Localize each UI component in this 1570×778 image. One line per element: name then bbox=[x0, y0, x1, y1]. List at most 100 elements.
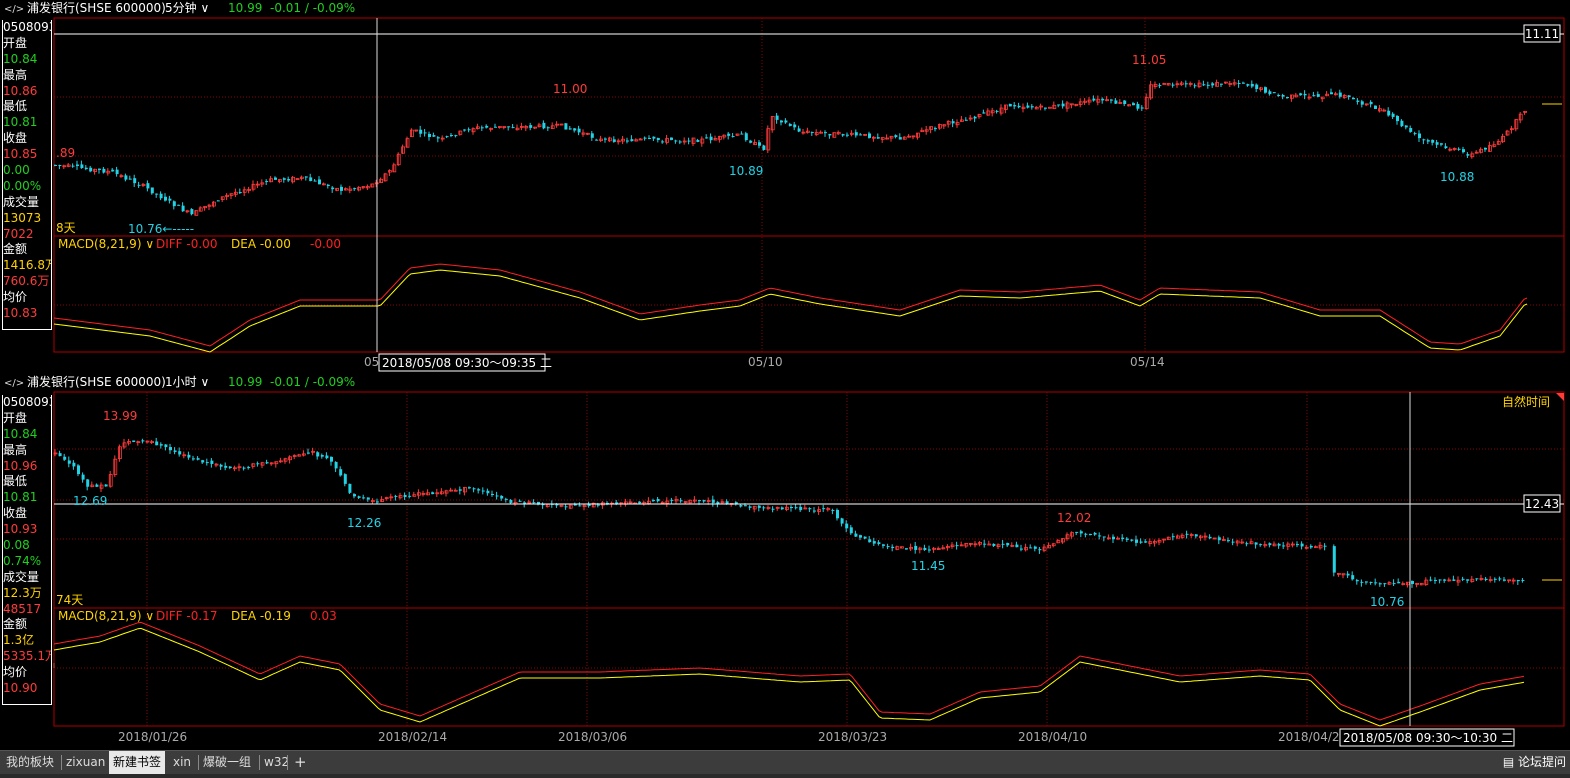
candle-body bbox=[1029, 547, 1033, 549]
bottom-chart-canvas[interactable]: 12.43 2018/01/26 2018/02/14 2018/03/06 2018/… bbox=[0, 374, 1570, 750]
candle-body bbox=[1188, 83, 1193, 85]
candle-body bbox=[1352, 97, 1355, 100]
candle-body bbox=[1166, 536, 1171, 541]
candle-body bbox=[713, 137, 718, 141]
candle-body bbox=[568, 128, 572, 130]
candle-body bbox=[550, 125, 555, 130]
candle-body bbox=[739, 505, 743, 507]
candle-body bbox=[118, 446, 122, 460]
candle-body bbox=[581, 132, 586, 135]
top-info-box: 05080930开盘10.84最高10.86最低10.81收盘10.850.00… bbox=[2, 20, 52, 330]
candle-body bbox=[790, 507, 793, 509]
candle-body bbox=[1435, 142, 1439, 145]
candle-body bbox=[1030, 106, 1034, 108]
candle-body bbox=[977, 113, 982, 118]
candle-body bbox=[1456, 579, 1461, 583]
axis-date-label: 2018/01/26 bbox=[118, 730, 187, 744]
cursor-time: 2018/05/08 09:30～10:30 二 bbox=[1343, 731, 1513, 745]
candle-body bbox=[1231, 541, 1235, 543]
candle-body bbox=[1224, 81, 1228, 84]
candle-body bbox=[587, 503, 591, 507]
candle-body bbox=[173, 450, 177, 452]
candle-body bbox=[295, 178, 300, 180]
info-value: 0.00% bbox=[3, 178, 42, 193]
candle-body bbox=[224, 465, 228, 468]
candle-body bbox=[401, 146, 406, 154]
candle-body bbox=[1171, 536, 1175, 538]
tab-my-sectors[interactable]: 我的板块 bbox=[6, 755, 55, 769]
candle-body bbox=[1338, 92, 1342, 97]
candle-body bbox=[269, 462, 274, 465]
candle-body bbox=[80, 164, 84, 169]
candle-body bbox=[1444, 146, 1448, 149]
candle-body bbox=[929, 126, 933, 130]
candle-body bbox=[1479, 148, 1483, 153]
candle-body bbox=[357, 187, 362, 191]
candle-body bbox=[1034, 106, 1039, 110]
candle-body bbox=[84, 167, 88, 170]
candle-body bbox=[247, 189, 252, 191]
candle-body bbox=[198, 207, 203, 212]
tab-w32[interactable]: w32 bbox=[264, 755, 290, 769]
candle-body bbox=[643, 137, 647, 139]
candle-body bbox=[968, 117, 973, 120]
info-value: 开盘 bbox=[3, 410, 28, 425]
top-period-dropdown[interactable]: 5分钟 ∨ bbox=[165, 0, 209, 17]
candle-body bbox=[934, 128, 937, 130]
candle-body bbox=[1307, 96, 1312, 99]
candle-body bbox=[380, 499, 385, 502]
candle-body bbox=[803, 507, 808, 510]
code-icon[interactable]: </> bbox=[4, 378, 25, 389]
candle-body bbox=[178, 451, 182, 455]
candle-body bbox=[793, 124, 797, 128]
candle-body bbox=[287, 178, 291, 181]
candle-body bbox=[58, 165, 62, 167]
tab-new-bookmark[interactable]: 新建书签 bbox=[109, 751, 166, 774]
candle-body bbox=[886, 546, 890, 548]
cursor-price-box bbox=[1523, 24, 1561, 43]
chevron-down-icon: ∨ bbox=[196, 375, 210, 389]
candle-body bbox=[454, 135, 458, 137]
axis-date-label: 2018/04/10 bbox=[1018, 730, 1087, 744]
info-value: 0.00 bbox=[3, 163, 30, 178]
candle-body bbox=[1404, 125, 1408, 128]
tab-xin[interactable]: xin bbox=[173, 755, 192, 769]
candle-body bbox=[1501, 135, 1505, 143]
candle-body bbox=[53, 452, 58, 455]
candle-body bbox=[555, 123, 559, 126]
add-tab-button[interactable]: + bbox=[294, 753, 307, 771]
candle-body bbox=[863, 133, 867, 136]
candle-body bbox=[1015, 544, 1019, 548]
code-icon[interactable]: </> bbox=[4, 4, 25, 15]
top-stock-name: 浦发银行(SHSE 600000) bbox=[27, 1, 166, 15]
candle-body bbox=[291, 176, 296, 183]
main-frame bbox=[53, 391, 1565, 609]
candle-body bbox=[831, 509, 835, 511]
candle-body bbox=[828, 134, 832, 136]
bottom-period-dropdown[interactable]: 1小时 ∨ bbox=[165, 374, 209, 391]
tab-zixuan[interactable]: zixuan bbox=[66, 755, 106, 769]
candle-body bbox=[674, 140, 678, 142]
forum-question-button[interactable]: ▤ 论坛提问 bbox=[1503, 751, 1566, 774]
candle-body bbox=[1101, 98, 1105, 101]
candle-body bbox=[99, 484, 104, 489]
candle-body bbox=[1255, 84, 1259, 90]
candle-body bbox=[537, 124, 542, 128]
candle-body bbox=[744, 133, 748, 141]
tab-breakout-group[interactable]: 爆破一组 bbox=[203, 755, 252, 769]
top-chart-canvas[interactable]: 11.11 05 05/10 05/14 2018/05/08 09:30～09:35 … bbox=[0, 0, 1570, 372]
candle-body bbox=[928, 549, 931, 551]
candle-body bbox=[145, 440, 150, 443]
candle-body bbox=[1475, 578, 1479, 580]
candle-body bbox=[1447, 579, 1452, 582]
candle-body bbox=[832, 132, 837, 138]
candle-body bbox=[748, 506, 752, 508]
candle-body bbox=[343, 474, 347, 484]
candle-body bbox=[1180, 82, 1184, 85]
candle-body bbox=[716, 501, 720, 504]
candle-body bbox=[546, 127, 550, 129]
candle-body bbox=[771, 508, 775, 510]
axis-date-label: 05 bbox=[364, 355, 379, 369]
tab-divider bbox=[198, 755, 199, 770]
candle-body bbox=[734, 502, 738, 505]
